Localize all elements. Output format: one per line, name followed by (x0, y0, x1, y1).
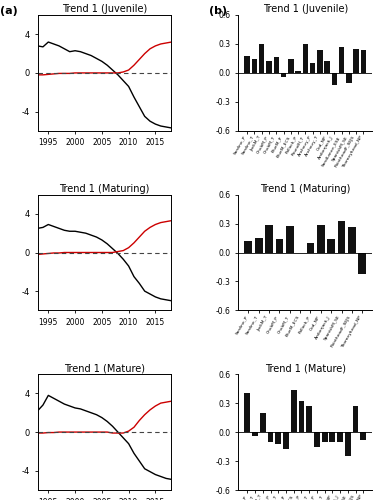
Bar (273, 58, 279, 73)
Bar (324, 62, 330, 73)
Bar (252, 60, 257, 73)
Title: Trend 1 (Maturing): Trend 1 (Maturing) (260, 184, 350, 194)
Bar (306, 406, 312, 432)
Bar (286, 226, 294, 252)
Bar (322, 432, 327, 442)
Bar (252, 432, 258, 436)
Bar (310, 64, 315, 73)
Bar (346, 73, 352, 83)
Bar (361, 50, 366, 73)
Bar (306, 243, 314, 252)
Bar (260, 413, 266, 432)
Title: Trend 1 (Maturing): Trend 1 (Maturing) (59, 184, 150, 194)
Bar (244, 241, 252, 252)
Title: Trend 1 (Juvenile): Trend 1 (Juvenile) (263, 4, 348, 14)
Bar (283, 432, 289, 450)
Bar (337, 432, 343, 442)
Bar (358, 252, 366, 274)
Bar (296, 252, 304, 254)
Bar (327, 239, 335, 252)
Bar (275, 432, 281, 444)
Bar (339, 47, 344, 73)
Bar (281, 73, 286, 77)
Title: Trend 1 (Mature): Trend 1 (Mature) (265, 364, 346, 374)
Title: Trend 1 (Mature): Trend 1 (Mature) (64, 364, 145, 374)
Bar (348, 228, 356, 252)
Text: (b): (b) (209, 6, 227, 16)
Bar (244, 394, 250, 432)
Bar (259, 44, 264, 73)
Bar (288, 60, 294, 73)
Bar (332, 73, 337, 85)
Bar (360, 432, 366, 440)
Bar (255, 238, 262, 252)
Bar (291, 390, 297, 432)
Bar (244, 56, 250, 73)
Bar (353, 406, 358, 432)
Bar (268, 432, 273, 442)
Title: Trend 1 (Juvenile): Trend 1 (Juvenile) (62, 4, 147, 14)
Bar (338, 220, 346, 252)
Bar (299, 401, 304, 432)
Bar (317, 50, 323, 73)
Bar (276, 239, 283, 252)
Bar (303, 44, 308, 73)
Text: (a): (a) (0, 6, 18, 16)
Bar (265, 226, 273, 252)
Bar (266, 62, 272, 73)
Bar (314, 432, 320, 446)
Bar (353, 49, 359, 73)
Bar (317, 226, 325, 252)
Bar (329, 432, 335, 442)
Bar (345, 432, 351, 456)
Bar (295, 71, 301, 73)
